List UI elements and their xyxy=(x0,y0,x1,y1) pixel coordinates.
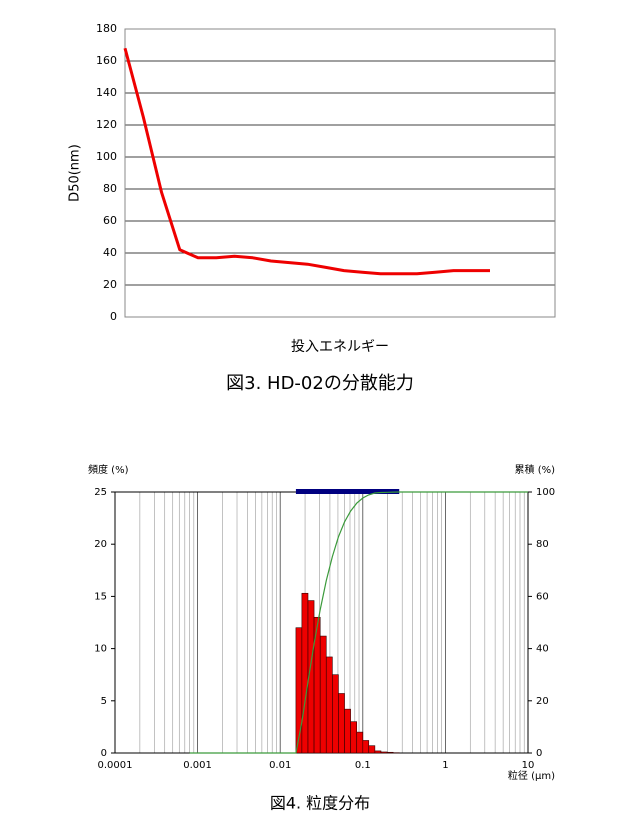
figure-caption: 図3. HD-02の分散能力 xyxy=(226,373,414,394)
bar xyxy=(368,745,376,754)
y-axis-label: D50(nm) xyxy=(68,144,83,202)
y-tick-label: 40 xyxy=(103,246,117,259)
y-tick-label: 15 xyxy=(94,591,107,602)
bar xyxy=(319,635,327,754)
x-tick-label: 0.001 xyxy=(183,760,212,771)
y2-axis-label: 累積 (%) xyxy=(515,463,556,476)
y-tick-label: 0 xyxy=(101,748,107,759)
range-bar xyxy=(295,489,400,494)
bar xyxy=(301,592,309,754)
x-tick-label: 10 xyxy=(522,760,535,771)
cumulative-line xyxy=(189,491,528,754)
bar xyxy=(332,674,339,754)
x-tick-label: 0.1 xyxy=(355,760,371,771)
y2-tick-label: 20 xyxy=(536,696,549,707)
y-tick-label: 20 xyxy=(94,539,107,550)
y2-tick-label: 100 xyxy=(536,487,555,498)
y2-tick-label: 60 xyxy=(536,591,549,602)
y-tick-label: 5 xyxy=(101,696,107,707)
y-tick-label: 25 xyxy=(94,487,107,498)
y-tick-label: 140 xyxy=(96,86,117,99)
x-axis-label: 粒径 (μm) xyxy=(508,769,555,782)
y-tick-label: 80 xyxy=(103,182,117,195)
bar xyxy=(380,751,388,754)
x-tick-label: 0.0001 xyxy=(98,760,133,771)
bar xyxy=(356,731,364,754)
bar xyxy=(386,751,394,754)
y2-tick-label: 80 xyxy=(536,539,549,550)
data-line xyxy=(123,47,490,276)
y2-tick-label: 40 xyxy=(536,644,549,655)
x-axis-label: 投入エネルギー xyxy=(291,339,389,355)
y-tick-label: 160 xyxy=(96,54,117,67)
bar xyxy=(362,740,370,754)
bar xyxy=(338,693,345,754)
y-tick-label: 120 xyxy=(96,118,117,131)
bar xyxy=(374,750,382,754)
x-tick-label: 1 xyxy=(442,760,448,771)
y-tick-label: 180 xyxy=(96,22,117,35)
y-axis-label: 頻度 (%) xyxy=(88,463,129,476)
y-tick-label: 60 xyxy=(103,214,117,227)
figure-caption: 図4. 粒度分布 xyxy=(270,794,370,813)
bar xyxy=(344,708,351,754)
bar xyxy=(350,721,358,754)
y-tick-label: 20 xyxy=(103,278,117,291)
plot-frame xyxy=(124,28,556,318)
y-tick-label: 0 xyxy=(110,310,117,323)
x-tick-label: 0.01 xyxy=(269,760,291,771)
y-tick-label: 100 xyxy=(96,150,117,163)
bar xyxy=(325,656,333,754)
y2-tick-label: 0 xyxy=(536,748,542,759)
y-tick-label: 10 xyxy=(94,644,107,655)
